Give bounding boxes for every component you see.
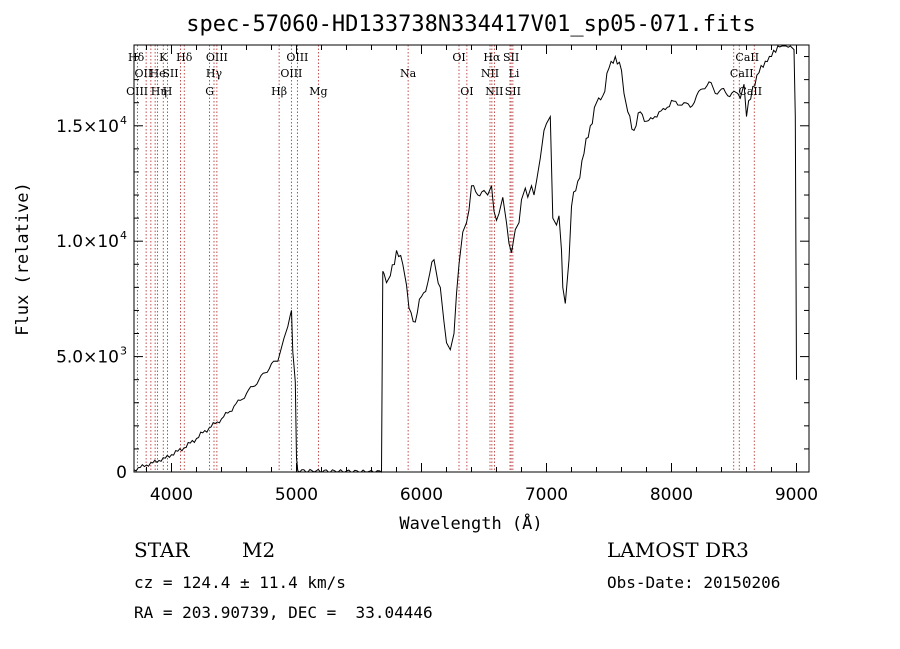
y-tick-label: 5.0×10	[56, 348, 119, 368]
x-tick-label: 5000	[275, 485, 318, 505]
spectral-line-label: OIII	[286, 51, 308, 64]
spectral-line-label: H	[163, 85, 173, 98]
spectral-line-label: Hβ	[271, 85, 287, 98]
plot-frame	[133, 44, 810, 473]
y-tick-exponent: 3	[120, 345, 127, 358]
spectral-line-label: Hδ	[176, 51, 193, 64]
spectral-line-label: K	[159, 51, 168, 64]
spectral-line-label: NII	[485, 85, 503, 98]
object-class: STAR	[134, 538, 190, 562]
chart-title: spec-57060-HD133738N334417V01_sp05-071.f…	[186, 12, 756, 37]
spectral-line-label: Hη	[151, 85, 167, 98]
x-tick-label: 8000	[650, 485, 693, 505]
spectral-line-markers	[136, 45, 755, 472]
x-tick-label: 7000	[525, 485, 568, 505]
redshift-cz: cz = 124.4 ± 11.4 km/s	[134, 573, 346, 592]
spectral-line-label: CaII	[730, 67, 754, 80]
y-tick-label: 0	[116, 463, 127, 483]
spectral-line-label: NII	[481, 67, 499, 80]
spectral-line-label: SII	[162, 67, 178, 80]
x-tick-label: 6000	[400, 485, 443, 505]
y-axis: 05.0×10 31.0×10 41.5×10 4	[56, 56, 809, 483]
y-tick-label: 1.5×10	[56, 117, 119, 137]
x-axis-label: Wavelength (Å)	[399, 512, 542, 534]
spectral-line-label: Mg	[309, 85, 327, 98]
spectral-line-label: OI	[460, 85, 473, 98]
x-axis: 4000 5000 6000 7000 8000 9000	[146, 45, 818, 505]
spectral-line-label: Li	[509, 67, 520, 80]
survey-name: LAMOST DR3	[607, 538, 749, 562]
spectral-line-label: OIII	[126, 85, 148, 98]
spectrum-line	[133, 45, 797, 473]
spectral-line-label: Hγ	[206, 67, 223, 80]
spectral-line-label: Hα	[483, 51, 501, 64]
spectral-line-label: OI	[452, 51, 465, 64]
observation-date: Obs-Date: 20150206	[607, 573, 781, 592]
spectral-line-label: G	[205, 85, 214, 98]
y-tick-exponent: 4	[120, 229, 127, 242]
spectral-line-label: OIII	[206, 51, 228, 64]
spectral-line-label: OII	[135, 67, 153, 80]
spectral-line-label: SII	[505, 85, 521, 98]
y-tick-exponent: 4	[120, 114, 127, 127]
spectral-line-label: OIII	[280, 67, 302, 80]
x-tick-label: 4000	[150, 485, 193, 505]
spectral-line-label: CaII	[735, 51, 759, 64]
spectral-line-label: Na	[400, 67, 417, 80]
spectral-line-label: Hδ	[128, 51, 145, 64]
coordinates: RA = 203.90739, DEC = 33.04446	[134, 603, 433, 622]
spectral-line-label: He	[150, 67, 166, 80]
spectral-line-label: SII	[503, 51, 519, 64]
y-tick-label: 1.0×10	[56, 232, 119, 252]
y-axis-label: Flux (relative)	[13, 182, 33, 336]
object-subclass: M2	[242, 538, 276, 562]
x-tick-label: 9000	[775, 485, 818, 505]
